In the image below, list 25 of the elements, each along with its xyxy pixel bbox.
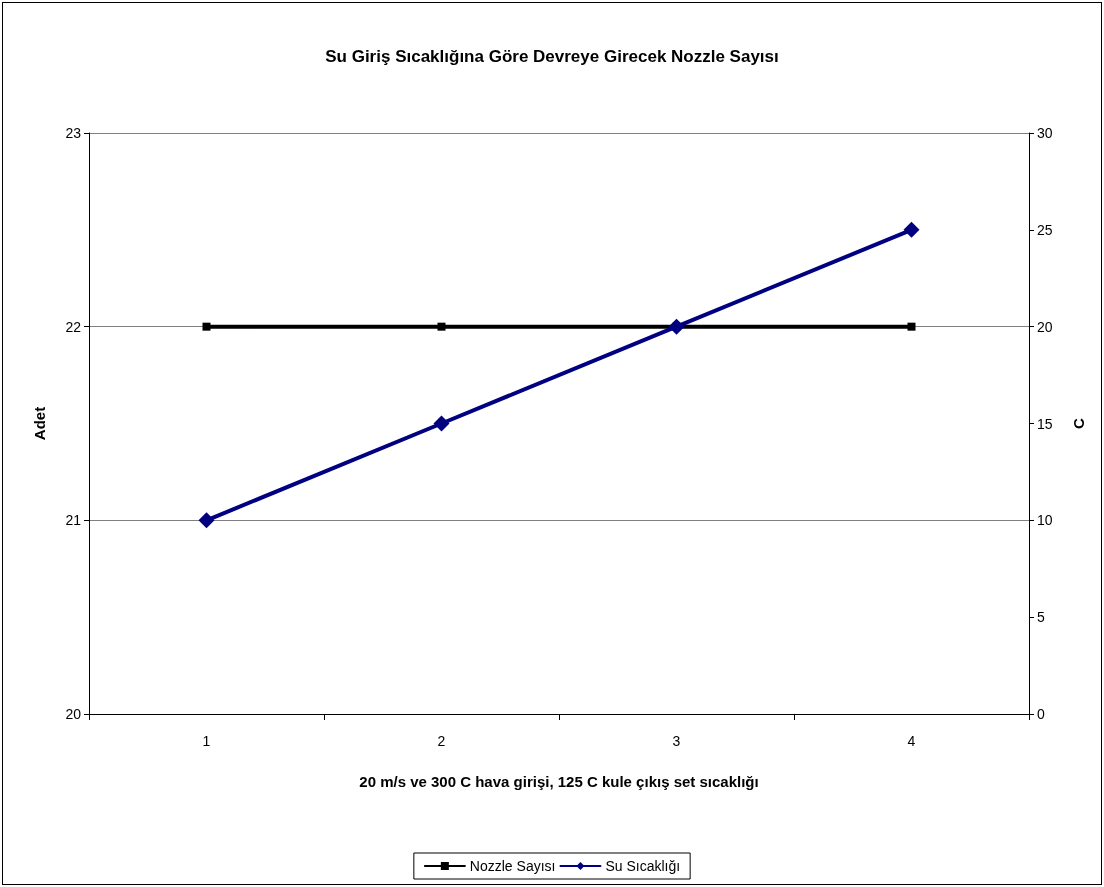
x-tick-label: 2 xyxy=(437,733,446,749)
point xyxy=(903,221,920,238)
x-axis-title: 20 m/s ve 300 C hava girişi, 125 C kule çıkış set sıcaklığı xyxy=(359,773,759,790)
point xyxy=(433,415,450,432)
x-tick-label: 3 xyxy=(672,733,681,749)
legend-label: Nozzle Sayısı xyxy=(469,858,556,874)
chart-title: Su Giriş Sıcaklığına Göre Devreye Girecek Nozzle Sayısı xyxy=(325,47,779,66)
y2-axis-title: C xyxy=(1070,417,1087,429)
y2-tick-label: 25 xyxy=(1037,221,1053,238)
y2-tick-label: 20 xyxy=(1037,318,1053,335)
point xyxy=(198,512,215,529)
y2-tick-label: 0 xyxy=(1037,706,1045,722)
y2-tick-label: 5 xyxy=(1037,609,1045,626)
y-tick-label: 22 xyxy=(65,318,82,335)
legend-label: Su Sıcaklığı xyxy=(605,858,681,874)
y2-tick-label: 10 xyxy=(1037,512,1053,529)
y-axis-title: Adet xyxy=(31,406,48,441)
y-tick-label: 23 xyxy=(65,125,82,141)
x-tick-label: 4 xyxy=(907,733,916,749)
y2-tick-label: 15 xyxy=(1037,415,1053,432)
x-tick-label: 1 xyxy=(202,733,211,749)
point xyxy=(668,318,685,335)
y-tick-label: 21 xyxy=(65,512,82,529)
y-tick-label: 20 xyxy=(65,706,82,722)
y2-tick-label: 30 xyxy=(1037,125,1053,141)
